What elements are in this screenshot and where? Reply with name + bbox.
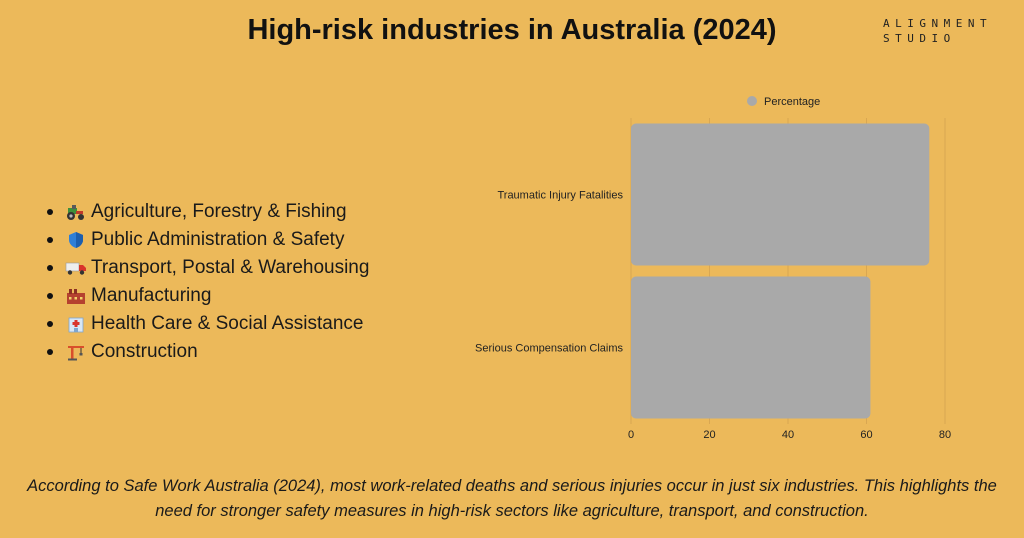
industry-label: Manufacturing <box>91 285 212 306</box>
bar <box>631 123 930 266</box>
shield-icon <box>65 231 87 249</box>
caption-text: According to Safe Work Australia (2024),… <box>27 477 997 520</box>
category-labels: Traumatic Injury Fatalities Serious Compe… <box>475 190 623 355</box>
x-tick-label: 80 <box>939 429 951 441</box>
bullet <box>47 349 53 355</box>
bullet <box>47 265 53 271</box>
tractor-icon <box>65 203 87 221</box>
logo-line-2: STUDIO <box>883 32 956 45</box>
category-label: Serious Compensation Claims <box>475 343 623 355</box>
industry-label: Public Administration & Safety <box>91 229 345 250</box>
brand-logo: ALIGNMENT STUDIO <box>883 16 992 46</box>
list-item: Construction <box>47 338 369 366</box>
chart-legend: Percentage <box>747 96 820 108</box>
truck-icon <box>65 260 87 276</box>
bullet <box>47 293 53 299</box>
industry-list: Agriculture, Forestry & Fishing Public A… <box>47 198 369 366</box>
legend-swatch <box>747 96 757 106</box>
bullet <box>47 209 53 215</box>
list-item: Manufacturing <box>47 282 369 310</box>
bullet <box>47 237 53 243</box>
hospital-icon <box>65 315 87 333</box>
list-item: Transport, Postal & Warehousing <box>47 254 369 282</box>
bar-chart: Traumatic Injury Fatalities Serious Compe… <box>475 96 951 441</box>
logo-line-1: ALIGNMENT <box>883 17 993 30</box>
legend-label: Percentage <box>764 96 820 108</box>
industry-label: Health Care & Social Assistance <box>91 313 364 334</box>
chart-bars <box>631 123 930 419</box>
x-tick-label: 40 <box>782 429 794 441</box>
x-tick-label: 20 <box>703 429 715 441</box>
category-label: Traumatic Injury Fatalities <box>497 190 623 202</box>
x-tick-label: 60 <box>860 429 872 441</box>
list-item: Health Care & Social Assistance <box>47 310 369 338</box>
list-item: Agriculture, Forestry & Fishing <box>47 198 369 226</box>
industry-label: Agriculture, Forestry & Fishing <box>91 201 347 222</box>
x-tick-label: 0 <box>628 429 634 441</box>
bullet <box>47 321 53 327</box>
crane-icon <box>65 343 87 361</box>
industry-label: Transport, Postal & Warehousing <box>91 257 370 278</box>
page-title: High-risk industries in Australia (2024) <box>247 14 777 46</box>
list-item: Public Administration & Safety <box>47 226 369 254</box>
x-tick-labels: 0 20 40 60 80 <box>628 429 951 441</box>
factory-icon <box>65 287 87 305</box>
bar <box>631 276 871 419</box>
industry-label: Construction <box>91 341 198 362</box>
